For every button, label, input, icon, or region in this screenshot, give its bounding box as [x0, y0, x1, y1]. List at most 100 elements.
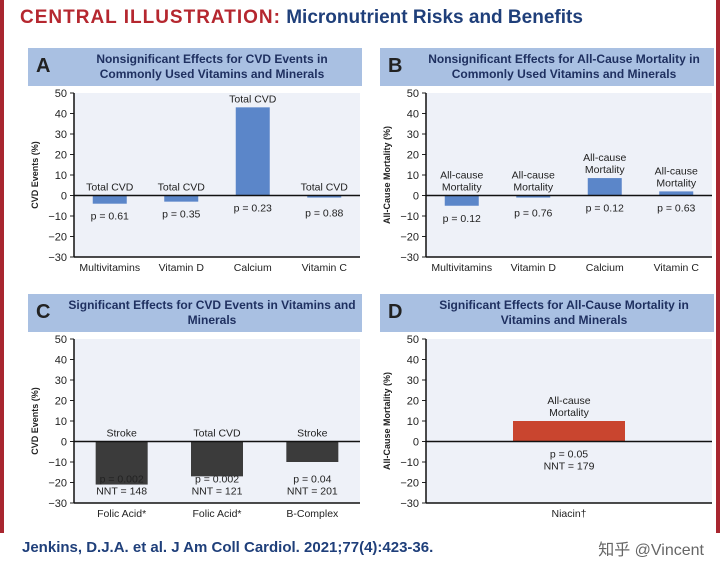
panel-a: A Nonsignificant Effects for CVD Events i…: [28, 48, 362, 283]
category-label: Vitamin D: [159, 262, 205, 274]
watermark: 知乎 @Vincent: [598, 542, 704, 559]
panel-letter: B: [388, 55, 403, 77]
stat-label: p = 0.002: [195, 473, 239, 485]
y-tick-label: 40: [407, 109, 419, 121]
stat-label: p = 0.63: [657, 203, 695, 215]
y-tick-label: 10: [55, 416, 67, 428]
y-tick-label: 50: [55, 334, 67, 346]
panel-header: B Nonsignificant Effects for All-Cause Mo…: [380, 48, 714, 86]
stat-label: p = 0.35: [162, 209, 200, 221]
panel-title: Significant Effects for CVD Events in Vi…: [68, 298, 356, 327]
bar-label: Total CVD: [301, 182, 349, 194]
stat-label: NNT = 121: [192, 485, 243, 497]
y-tick-label: 40: [55, 109, 67, 121]
bar-label: Mortality: [442, 182, 482, 194]
category-label: Vitamin D: [511, 262, 557, 274]
bar-label: Mortality: [513, 182, 553, 194]
y-tick-label: 50: [407, 334, 419, 346]
bar: [235, 107, 270, 196]
bar-label: Mortality: [549, 407, 589, 419]
category-label: Folic Acid*: [97, 508, 146, 520]
bar-label: Mortality: [585, 164, 625, 176]
y-tick-label: −20: [48, 232, 67, 244]
bar-label: Total CVD: [229, 93, 277, 105]
y-tick-label: 30: [55, 375, 67, 387]
category-label: Multivitamins: [431, 262, 492, 274]
panel-header: C Significant Effects for CVD Events in V…: [28, 294, 362, 332]
bar-label: Stroke: [297, 428, 328, 440]
y-tick-label: −10: [48, 211, 67, 223]
category-label: Multivitamins: [79, 262, 140, 274]
y-tick-label: 30: [407, 129, 419, 141]
y-tick-label: −20: [400, 478, 419, 490]
panel-c: C Significant Effects for CVD Events in V…: [28, 294, 362, 529]
stat-label: p = 0.05: [550, 449, 588, 461]
figure-title: CENTRAL ILLUSTRATION: Micronutrient Risk…: [20, 7, 583, 29]
stat-label: p = 0.12: [586, 203, 624, 215]
category-label: Folic Acid*: [192, 508, 241, 520]
y-axis-label: CVD Events (%): [30, 141, 40, 209]
panel-title: Nonsignificant Effects for All-Cause Mor…: [428, 52, 700, 81]
category-label: Niacin†: [551, 508, 586, 520]
y-axis-label: All-Cause Mortality (%): [382, 372, 392, 470]
panel-letter: C: [36, 301, 51, 323]
panel-d: D Significant Effects for All-Cause Morta…: [380, 294, 714, 529]
y-tick-label: 50: [407, 88, 419, 100]
panel-title: Significant Effects for All-Cause Mortal…: [439, 298, 689, 327]
stat-label: p = 0.12: [443, 213, 481, 225]
y-tick-label: 10: [407, 170, 419, 182]
stat-label: p = 0.23: [234, 203, 272, 215]
y-tick-label: 20: [55, 396, 67, 408]
y-tick-label: 0: [413, 191, 419, 203]
panel-letter: D: [388, 301, 403, 323]
category-label: Calcium: [234, 262, 272, 274]
bar: [444, 195, 479, 206]
chart-svg: 50 40 30 20 10 0 −10 −20 −30 CVD Events (%) Total …: [30, 88, 360, 274]
stat-label: NNT = 201: [287, 485, 338, 497]
y-tick-label: −30: [48, 498, 67, 510]
bar: [659, 191, 694, 196]
bar-label: All-cause: [440, 170, 483, 182]
panel-title: Nonsignificant Effects for CVD Events in…: [96, 52, 328, 81]
category-label: Calcium: [586, 262, 624, 274]
bar: [516, 195, 551, 198]
y-tick-label: −10: [400, 457, 419, 469]
y-tick-label: 20: [407, 396, 419, 408]
bar-label: All-cause: [583, 152, 626, 164]
category-label: Vitamin C: [654, 262, 700, 274]
chart-svg: 50 40 30 20 10 0 −10 −20 −30 All-Cause Mortality …: [382, 88, 712, 274]
y-tick-label: 30: [407, 375, 419, 387]
bar-label: Total CVD: [193, 428, 241, 440]
bar: [92, 195, 127, 204]
stat-label: p = 0.88: [305, 208, 343, 220]
y-axis-label: CVD Events (%): [30, 387, 40, 455]
y-tick-label: 20: [55, 150, 67, 162]
y-tick-label: −30: [48, 252, 67, 264]
stat-label: NNT = 179: [544, 461, 595, 473]
chart-svg: 50 40 30 20 10 0 −10 −20 −30 CVD Events (%) Stroke…: [30, 334, 360, 520]
bar-label: Total CVD: [86, 182, 134, 194]
figure-frame: [0, 0, 720, 533]
stat-label: p = 0.002: [100, 473, 144, 485]
panel-letter: A: [36, 55, 51, 77]
stat-label: NNT = 148: [96, 485, 147, 497]
y-tick-label: 20: [407, 150, 419, 162]
y-tick-label: 10: [55, 170, 67, 182]
y-tick-label: −30: [400, 252, 419, 264]
panel-header: D Significant Effects for All-Cause Morta…: [380, 294, 714, 332]
bar: [513, 421, 625, 442]
stat-label: p = 0.61: [91, 211, 129, 223]
bar: [587, 178, 622, 196]
category-label: Vitamin C: [302, 262, 348, 274]
bar: [191, 441, 243, 477]
plot-area: [426, 93, 712, 257]
y-tick-label: −20: [48, 478, 67, 490]
panel-b: B Nonsignificant Effects for All-Cause Mo…: [380, 48, 714, 283]
title-prefix: CENTRAL ILLUSTRATION:: [20, 7, 281, 28]
citation: Jenkins, D.J.A. et al. J Am Coll Cardiol…: [22, 539, 434, 556]
y-tick-label: 0: [61, 191, 67, 203]
y-tick-label: −30: [400, 498, 419, 510]
category-label: B-Complex: [286, 508, 339, 520]
bar: [286, 441, 339, 462]
bar-label: Mortality: [656, 177, 696, 189]
